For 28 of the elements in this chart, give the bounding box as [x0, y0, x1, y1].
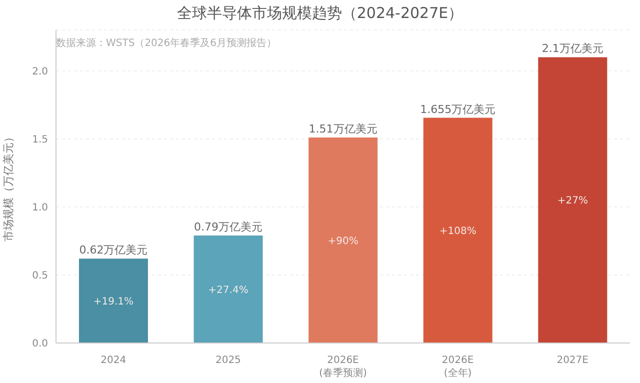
y-tick-label: 0.5	[32, 270, 48, 282]
bar	[78, 258, 148, 343]
y-tick-label: 1.0	[32, 202, 48, 214]
annotation: +27%	[557, 196, 588, 207]
y-tick-label: 0.0	[32, 338, 48, 350]
x-tick-label: 2027E	[556, 355, 588, 366]
annotation: +19.1%	[93, 296, 134, 308]
annotation: +90%	[328, 236, 358, 247]
x-tick-label: 2026E (全年)	[442, 355, 474, 379]
annotation: +108%	[439, 226, 476, 237]
annotation: +27.4%	[208, 284, 248, 296]
data-label: 1.51万亿美元	[308, 122, 378, 136]
annotation: 数据来源：WSTS（2026年春季及6月预测报告）	[56, 36, 277, 50]
bar	[194, 235, 263, 343]
x-tick-label: 2026E (春季预测)	[319, 355, 367, 379]
y-tick-label: 1.5	[32, 134, 48, 146]
data-label: 2.1万亿美元	[542, 42, 604, 56]
bar	[423, 118, 492, 343]
chart-title: 全球半导体市场规模趋势（2024-2027E）	[176, 4, 464, 23]
x-tick-label: 2025	[215, 355, 241, 366]
data-label: 1.655万亿美元	[420, 102, 496, 116]
x-tick-label: 2024	[100, 355, 126, 366]
bar	[538, 57, 608, 343]
y-tick-label: 2.0	[32, 66, 48, 78]
y-axis-title: 市场规模（万亿美元）	[2, 132, 15, 242]
data-label: 0.79万亿美元	[194, 220, 263, 234]
data-label: 0.62万亿美元	[79, 244, 148, 257]
bar	[308, 138, 378, 343]
